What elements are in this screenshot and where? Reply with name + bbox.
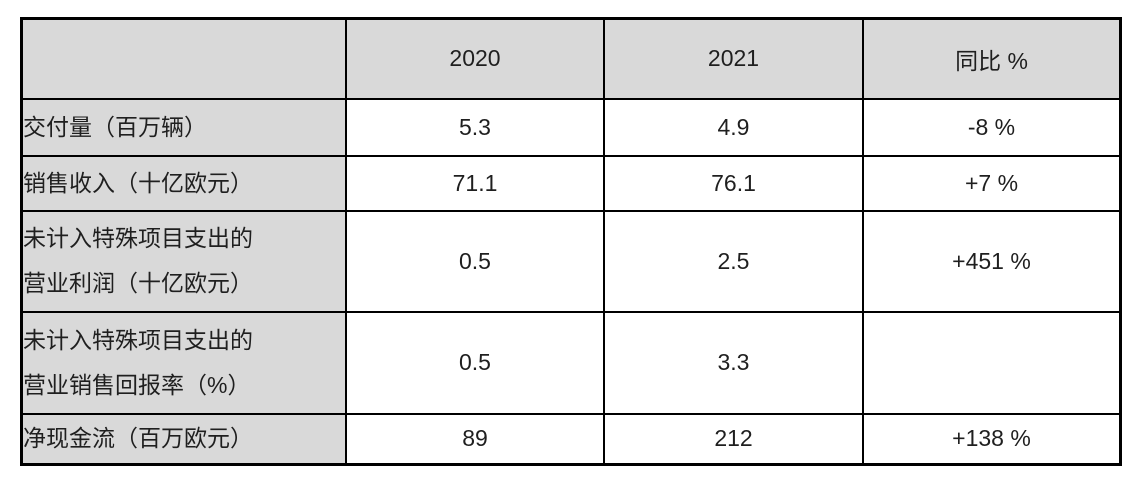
cell-deliveries-2020: 5.3	[345, 97, 605, 157]
column-header-empty	[20, 17, 347, 100]
column-header-yoy: 同比 %	[862, 17, 1122, 100]
header-row: 2020 2021 同比 %	[20, 17, 1122, 100]
table-row-operating-return: 未计入特殊项目支出的 营业销售回报率（%） 0.5 3.3	[20, 310, 1122, 415]
table-row-sales-revenue: 销售收入（十亿欧元） 71.1 76.1 +7 %	[20, 154, 1122, 212]
cell-net-cash-flow-yoy: +138 %	[862, 412, 1122, 466]
cell-sales-revenue-yoy: +7 %	[862, 154, 1122, 212]
row-label-sales-revenue: 销售收入（十亿欧元）	[20, 154, 347, 212]
table-row-deliveries: 交付量（百万辆） 5.3 4.9 -8 %	[20, 97, 1122, 157]
cell-net-cash-flow-2021: 212	[603, 412, 864, 466]
cell-operating-profit-yoy: +451 %	[862, 209, 1122, 313]
row-label-operating-profit: 未计入特殊项目支出的 营业利润（十亿欧元）	[20, 209, 347, 313]
financial-results-table: 2020 2021 同比 % 交付量（百万辆） 5.3 4.9 -8 % 销售收…	[20, 17, 1122, 466]
table-row-operating-profit: 未计入特殊项目支出的 营业利润（十亿欧元） 0.5 2.5 +451 %	[20, 209, 1122, 313]
cell-operating-profit-2020: 0.5	[345, 209, 605, 313]
cell-operating-return-2020: 0.5	[345, 310, 605, 415]
table-body: 交付量（百万辆） 5.3 4.9 -8 % 销售收入（十亿欧元） 71.1 76…	[20, 97, 1122, 466]
cell-deliveries-2021: 4.9	[603, 97, 864, 157]
row-label-operating-return: 未计入特殊项目支出的 营业销售回报率（%）	[20, 310, 347, 415]
cell-operating-return-yoy	[862, 310, 1122, 415]
table-row-net-cash-flow: 净现金流（百万欧元） 89 212 +138 %	[20, 412, 1122, 466]
cell-sales-revenue-2021: 76.1	[603, 154, 864, 212]
column-header-2021: 2021	[603, 17, 864, 100]
row-label-net-cash-flow: 净现金流（百万欧元）	[20, 412, 347, 466]
column-header-2020: 2020	[345, 17, 605, 100]
cell-deliveries-yoy: -8 %	[862, 97, 1122, 157]
cell-net-cash-flow-2020: 89	[345, 412, 605, 466]
cell-operating-return-2021: 3.3	[603, 310, 864, 415]
cell-operating-profit-2021: 2.5	[603, 209, 864, 313]
table-header: 2020 2021 同比 %	[20, 17, 1122, 100]
row-label-deliveries: 交付量（百万辆）	[20, 97, 347, 157]
cell-sales-revenue-2020: 71.1	[345, 154, 605, 212]
